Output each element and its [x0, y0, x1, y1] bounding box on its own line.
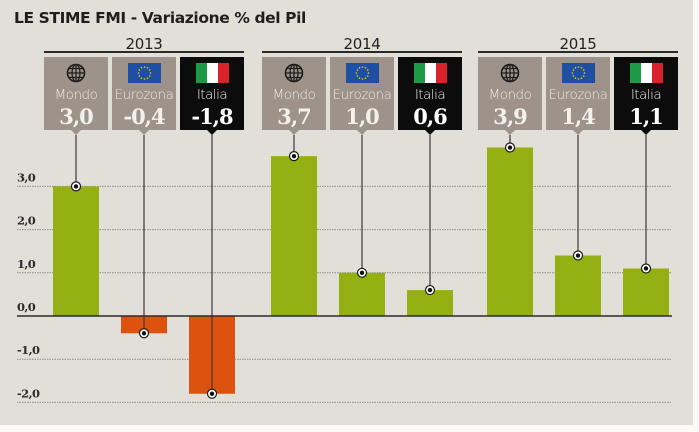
data-marker-dot — [141, 331, 147, 336]
series-label: Eurozona — [114, 87, 174, 103]
year-divider — [262, 51, 462, 53]
data-label: 3,0 — [59, 104, 94, 129]
card-pointer — [139, 130, 149, 135]
value-card: Italia 1,1 — [614, 57, 678, 135]
card-pointer — [289, 130, 299, 135]
series-label: Mondo — [272, 87, 316, 103]
globe-icon — [500, 63, 520, 83]
italy-flag-icon — [629, 63, 663, 83]
chart-title: LE STIME FMI - Variazione % del Pil — [14, 9, 306, 27]
value-card: Eurozona 1,0 — [330, 57, 394, 135]
series-label: Mondo — [488, 87, 532, 103]
italy-flag-icon — [195, 63, 229, 83]
data-marker-dot — [209, 391, 215, 396]
data-marker-dot — [643, 266, 649, 271]
data-marker-dot — [291, 153, 297, 159]
card-pointer — [505, 130, 515, 135]
card-pointer — [641, 130, 651, 135]
year-label: 2015 — [559, 35, 597, 53]
data-label: 1,0 — [345, 104, 380, 129]
value-card: Mondo 3,9 — [478, 57, 542, 135]
value-card: Italia -1,8 — [180, 57, 244, 135]
bar — [339, 272, 385, 316]
eu-flag-icon — [127, 63, 161, 83]
series-label: Mondo — [54, 87, 98, 103]
y-tick-label: -2,0 — [17, 386, 40, 400]
data-label: 3,7 — [277, 104, 312, 129]
data-marker-dot — [427, 287, 433, 293]
data-label: 0,6 — [413, 104, 448, 129]
card-pointer — [207, 130, 217, 135]
series-label: Italia — [196, 87, 228, 103]
card-pointer — [425, 130, 435, 135]
data-marker-dot — [359, 270, 365, 275]
y-tick-label: -1,0 — [17, 343, 40, 357]
globe-icon — [66, 63, 86, 83]
value-card: Eurozona -0,4 — [112, 57, 176, 135]
eu-flag-icon — [561, 63, 595, 83]
bar — [555, 255, 601, 316]
y-tick-label: 2,0 — [17, 214, 36, 228]
y-tick-label: 0,0 — [17, 300, 36, 314]
value-card: Mondo 3,7 — [262, 57, 326, 135]
series-label: Italia — [414, 87, 446, 103]
series-label: Eurozona — [548, 87, 608, 103]
series-label: Italia — [630, 87, 662, 103]
data-label: 1,4 — [561, 104, 596, 129]
year-divider — [478, 51, 678, 53]
card-pointer — [573, 130, 583, 135]
italy-flag-icon — [413, 63, 447, 83]
year-divider — [44, 51, 244, 53]
value-card: Mondo 3,0 — [44, 57, 108, 135]
data-label: 1,1 — [629, 104, 664, 129]
y-tick-label: 3,0 — [17, 170, 36, 184]
data-marker-dot — [507, 145, 513, 150]
card-pointer — [357, 130, 367, 135]
data-label: -0,4 — [123, 104, 165, 129]
bar — [271, 156, 317, 316]
bar — [487, 147, 533, 316]
value-card: Italia 0,6 — [398, 57, 462, 135]
series-label: Eurozona — [332, 87, 392, 103]
eu-flag-icon — [345, 63, 379, 83]
year-label: 2014 — [343, 35, 381, 53]
bar — [623, 268, 669, 316]
bar — [53, 186, 99, 316]
y-tick-label: 1,0 — [17, 257, 36, 271]
data-label: 3,9 — [493, 104, 528, 129]
data-label: -1,8 — [191, 104, 233, 129]
data-marker-dot — [575, 253, 581, 258]
value-card: Eurozona 1,4 — [546, 57, 610, 135]
year-label: 2013 — [125, 35, 163, 53]
globe-icon — [284, 63, 304, 83]
data-marker-dot — [73, 184, 79, 189]
card-pointer — [71, 130, 81, 135]
